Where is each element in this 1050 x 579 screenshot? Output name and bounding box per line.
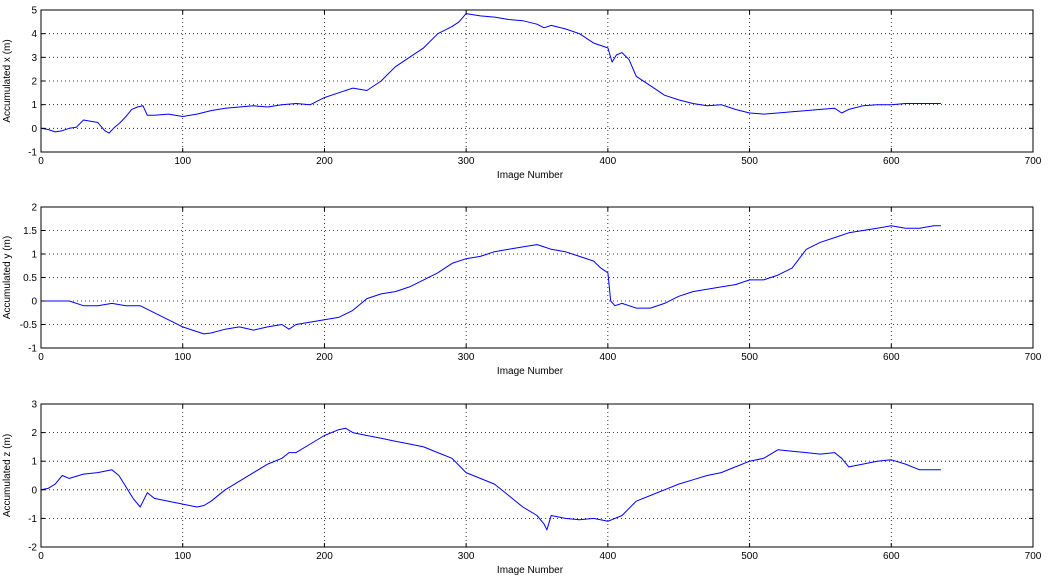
x-axis-label-z: Image Number xyxy=(497,565,564,576)
axes-frame-z xyxy=(40,403,1034,548)
y-axis-label-x: Accumulated x (m) xyxy=(2,39,13,122)
y-tick-label-x: 5 xyxy=(31,6,37,17)
x-tick-label-y: 100 xyxy=(174,352,191,363)
y-tick-label-z: 3 xyxy=(31,400,37,411)
y-axis-label-z: Accumulated z (m) xyxy=(2,434,13,517)
plot-y: 0 100 200 300 400 500 600 700 -1 -0.5 0 0.5 1 1.5 2 Ima… xyxy=(2,203,1042,378)
x-tick-label-z: 500 xyxy=(741,551,758,562)
x-tick-label-z: 100 xyxy=(174,551,191,562)
x-tick-label-y: 0 xyxy=(38,352,44,363)
x-tick-label-z: 0 xyxy=(38,551,44,562)
plot-z: 0 100 200 300 400 500 600 700 -2 -1 0 1 2 3 Image Numb… xyxy=(2,400,1042,577)
x-tick-label-x: 200 xyxy=(316,156,333,167)
y-tick-label-z: -2 xyxy=(28,543,37,554)
y-tick-label-y: 2 xyxy=(31,203,37,214)
y-tick-label-y: 1 xyxy=(31,250,37,261)
x-tick-label-y: 200 xyxy=(316,352,333,363)
y-tick-label-z: 1 xyxy=(31,457,37,468)
x-tick-label-y: 300 xyxy=(458,352,475,363)
series-line-z xyxy=(40,427,941,531)
y-tick-label-x: 2 xyxy=(31,77,37,88)
x-tick-label-z: 200 xyxy=(316,551,333,562)
x-axis-label-y: Image Number xyxy=(497,366,564,377)
y-tick-label-z: 0 xyxy=(31,485,37,496)
x-tick-label-x: 600 xyxy=(883,156,900,167)
x-tick-label-y: 700 xyxy=(1025,352,1042,363)
x-tick-label-x: 300 xyxy=(458,156,475,167)
x-tick-label-x: 0 xyxy=(38,156,44,167)
y-tick-label-z: -1 xyxy=(28,514,37,525)
x-tick-label-x: 400 xyxy=(600,156,617,167)
x-tick-label-z: 400 xyxy=(600,551,617,562)
y-tick-label-y: 0 xyxy=(31,297,37,308)
y-tick-label-y: -0.5 xyxy=(20,320,38,331)
x-tick-label-y: 400 xyxy=(600,352,617,363)
x-tick-label-x: 500 xyxy=(741,156,758,167)
x-tick-label-x: 100 xyxy=(174,156,191,167)
x-tick-label-x: 700 xyxy=(1025,156,1042,167)
y-tick-label-y: 1.5 xyxy=(23,226,37,237)
y-tick-label-x: 0 xyxy=(31,124,37,135)
y-tick-label-x: 3 xyxy=(31,53,37,64)
series-line-x xyxy=(40,13,941,134)
y-tick-label-z: 2 xyxy=(31,428,37,439)
y-axis-label-y: Accumulated y (m) xyxy=(2,236,13,319)
x-tick-label-z: 300 xyxy=(458,551,475,562)
series-line-y xyxy=(41,225,941,335)
x-tick-label-y: 600 xyxy=(883,352,900,363)
y-tick-label-y: 0.5 xyxy=(23,273,37,284)
y-tick-label-y: -1 xyxy=(28,344,37,355)
x-tick-label-y: 500 xyxy=(741,352,758,363)
y-tick-label-x: 1 xyxy=(31,100,37,111)
y-tick-label-x: 4 xyxy=(31,29,37,40)
x-tick-label-z: 700 xyxy=(1025,551,1042,562)
x-tick-label-z: 600 xyxy=(883,551,900,562)
y-tick-label-x: -1 xyxy=(28,148,37,159)
x-axis-label-x: Image Number xyxy=(497,170,564,181)
